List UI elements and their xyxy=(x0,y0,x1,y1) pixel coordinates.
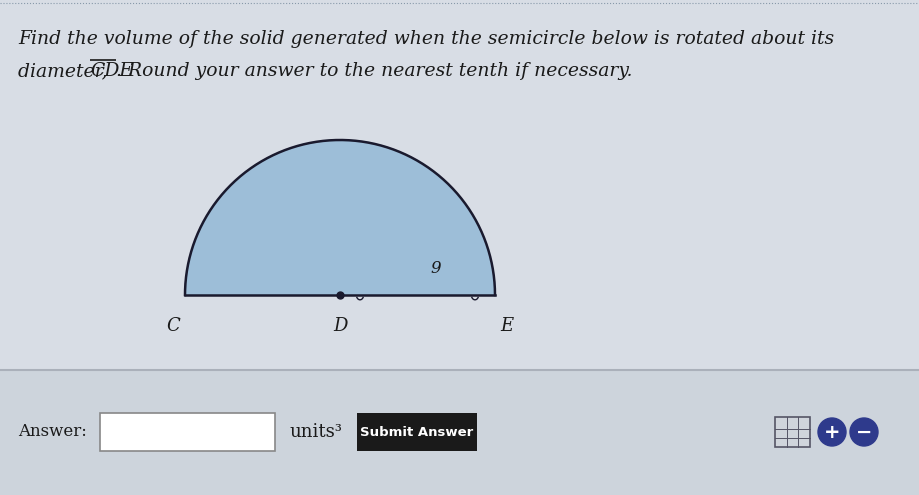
Text: Find the volume of the solid generated when the semicircle below is rotated abou: Find the volume of the solid generated w… xyxy=(18,30,834,48)
Bar xyxy=(100,413,275,451)
Bar xyxy=(357,413,477,451)
Text: . Round your answer to the nearest tenth if necessary.: . Round your answer to the nearest tenth… xyxy=(116,62,632,80)
Text: +: + xyxy=(823,423,840,442)
Circle shape xyxy=(818,418,846,446)
Text: −: − xyxy=(856,423,872,442)
Polygon shape xyxy=(185,140,495,295)
Text: D: D xyxy=(333,317,347,335)
Text: Submit Answer: Submit Answer xyxy=(360,426,473,439)
Bar xyxy=(775,417,810,447)
Text: diameter,: diameter, xyxy=(18,62,114,80)
Text: 9: 9 xyxy=(431,260,441,277)
Text: C: C xyxy=(166,317,180,335)
Text: E: E xyxy=(500,317,513,335)
Circle shape xyxy=(850,418,878,446)
Text: CDE: CDE xyxy=(90,62,133,80)
Text: Answer:: Answer: xyxy=(18,424,87,441)
Bar xyxy=(0,370,919,495)
Text: units³: units³ xyxy=(289,423,342,441)
